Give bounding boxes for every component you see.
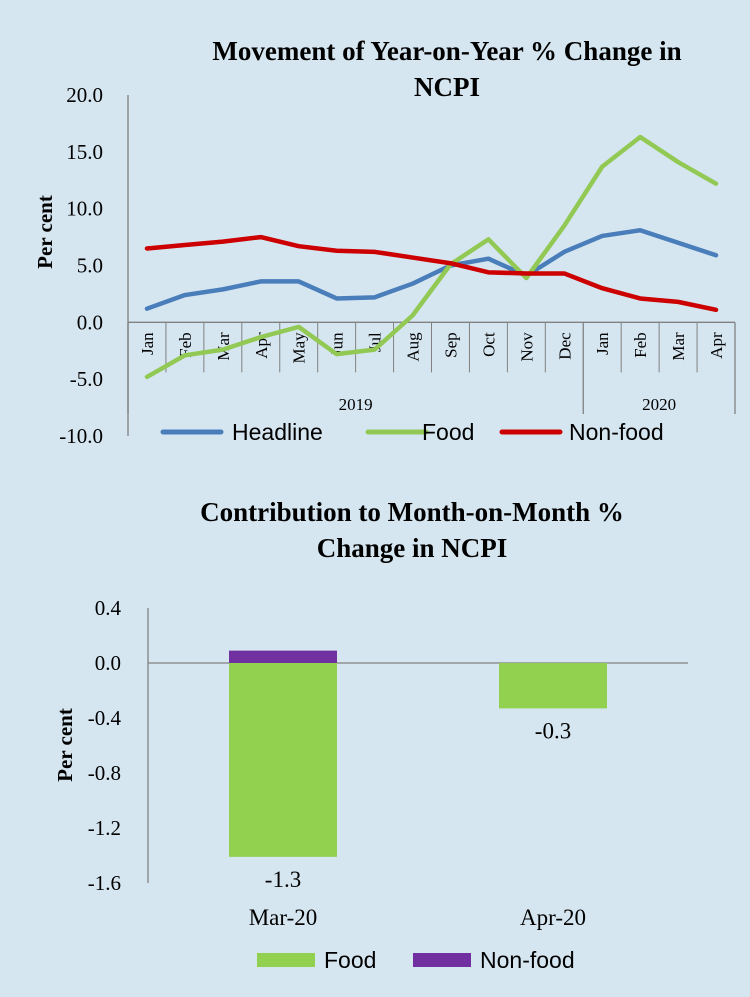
y-tick-label: -1.6 — [88, 871, 121, 895]
bar-chart-bars — [229, 650, 607, 857]
bar-chart: Contribution to Month-on-Month % Change … — [53, 497, 688, 973]
y-tick-label: 20.0 — [66, 83, 103, 107]
y-tick-label: 15.0 — [66, 140, 103, 164]
legend-swatch — [257, 953, 315, 967]
legend-label: Headline — [232, 419, 323, 445]
line-chart-y-axis-label: Per cent — [33, 195, 57, 269]
y-tick-label: 0.0 — [77, 310, 103, 334]
x-category-label: Mar — [669, 332, 688, 361]
y-tick-label: -5.0 — [70, 367, 103, 391]
bar-food — [499, 663, 607, 709]
x-category-label: Aug — [404, 332, 423, 362]
bar-data-label: -0.3 — [535, 718, 571, 743]
legend-label: Food — [422, 419, 474, 445]
bar-non-food — [229, 650, 337, 663]
legend-label: Non-food — [569, 419, 664, 445]
line-chart: Movement of Year-on-Year % Change in NCP… — [33, 36, 736, 448]
bar-food — [229, 663, 337, 857]
x-category-label: Jan — [593, 332, 612, 355]
y-tick-label: -10.0 — [59, 424, 103, 448]
series-line-headline — [144, 228, 719, 311]
x-category-label: Dec — [555, 332, 574, 360]
year-group-label: 2020 — [642, 395, 676, 414]
y-tick-label: 0.0 — [95, 651, 121, 675]
line-chart-y-ticks: 20.0 15.0 10.0 5.0 0.0 -5.0 -10.0 — [59, 83, 103, 448]
bar-chart-title-line2: Change in NCPI — [317, 533, 508, 563]
y-tick-label: -1.2 — [88, 816, 121, 840]
bar-chart-y-ticks: 0.4 0.0 -0.4 -0.8 -1.2 -1.6 — [88, 596, 122, 895]
x-category-label: Mar-20 — [249, 905, 318, 930]
x-category-label: Nov — [517, 332, 536, 362]
x-category-label: Sep — [441, 332, 460, 358]
line-chart-series — [144, 134, 719, 380]
x-category-label: Oct — [479, 332, 498, 357]
bar-chart-title-line1: Contribution to Month-on-Month % — [200, 497, 624, 527]
series-line-non-food — [144, 234, 719, 313]
x-category-label: Mar — [214, 332, 233, 361]
bar-chart-labels: -1.3 Mar-20 -0.3 Apr-20 — [249, 718, 586, 930]
bar-chart-legend: Food Non-food — [257, 947, 575, 973]
y-tick-label: 0.4 — [95, 596, 122, 620]
legend-label: Food — [324, 947, 376, 973]
x-category-label: Feb — [176, 332, 195, 358]
line-chart-axes — [127, 95, 736, 436]
x-category-label: Jan — [138, 332, 157, 355]
bar-data-label: -1.3 — [265, 867, 301, 892]
x-category-label: Apr-20 — [520, 905, 586, 930]
y-tick-label: 5.0 — [77, 254, 103, 278]
line-chart-title-line1: Movement of Year-on-Year % Change in — [212, 36, 681, 66]
line-chart-title-line2: NCPI — [414, 72, 480, 102]
y-tick-label: -0.8 — [88, 761, 121, 785]
x-category-label: Apr — [707, 332, 726, 359]
line-chart-legend: Headline Food Non-food — [160, 419, 664, 445]
legend-label: Non-food — [480, 947, 575, 973]
x-category-label: Feb — [631, 332, 650, 358]
x-category-label: May — [290, 332, 309, 364]
legend-swatch — [413, 953, 471, 967]
y-tick-label: 10.0 — [66, 197, 103, 221]
bar-chart-y-axis-label: Per cent — [53, 708, 77, 782]
series-line-food — [144, 134, 719, 380]
y-tick-label: -0.4 — [88, 706, 122, 730]
year-group-label: 2019 — [339, 395, 373, 414]
